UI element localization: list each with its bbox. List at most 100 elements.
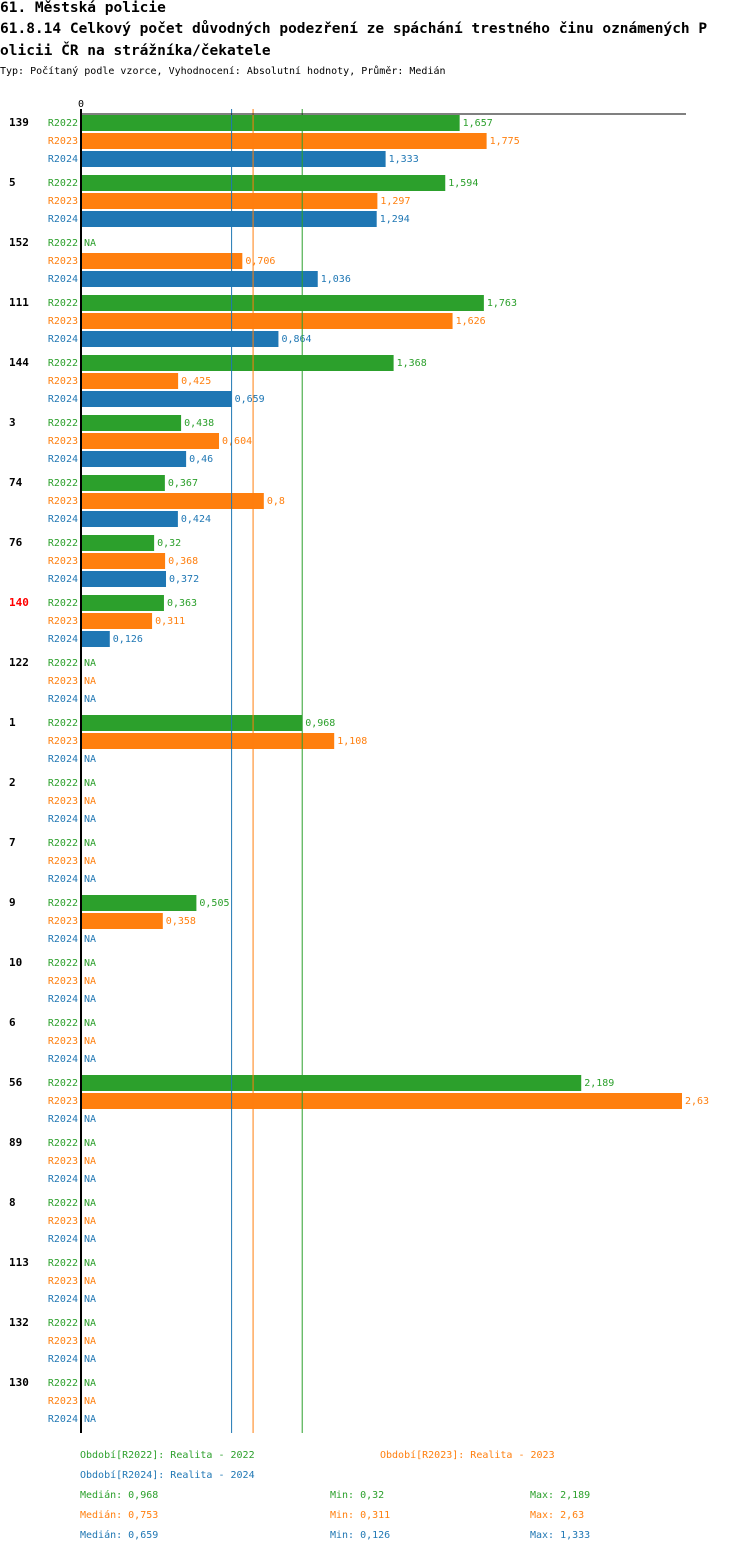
- series-label: R2022: [48, 1378, 78, 1389]
- series-label: R2022: [48, 178, 78, 189]
- series-label: R2022: [48, 298, 78, 309]
- data-label: 0,368: [168, 556, 198, 567]
- series-label: R2022: [48, 1258, 78, 1269]
- data-label: 1,368: [397, 358, 427, 369]
- data-label: 0,505: [199, 898, 229, 909]
- series-label: R2023: [48, 316, 78, 327]
- series-label: R2023: [48, 796, 78, 807]
- bar-r2022: [81, 1075, 582, 1091]
- na-label: NA: [84, 838, 96, 849]
- data-label: 0,604: [222, 436, 252, 447]
- bar-r2024: [81, 511, 178, 527]
- group-label: 10: [9, 956, 22, 969]
- bar-r2023: [81, 733, 335, 749]
- group-label: 76: [9, 536, 23, 549]
- bar-r2022: [81, 115, 460, 131]
- group-label: 144: [9, 356, 29, 369]
- series-label: R2024: [48, 154, 78, 165]
- series-label: R2022: [48, 1318, 78, 1329]
- data-label: 2,189: [584, 1078, 614, 1089]
- series-label: R2023: [48, 976, 78, 987]
- data-label: 0,425: [181, 376, 211, 387]
- data-label: 1,657: [463, 118, 493, 129]
- series-label: R2023: [48, 676, 78, 687]
- bar-r2023: [81, 433, 220, 449]
- series-label: R2023: [48, 1276, 78, 1287]
- series-label: R2023: [48, 916, 78, 927]
- bar-r2023: [81, 133, 487, 149]
- group-label: 74: [9, 476, 23, 489]
- series-label: R2022: [48, 358, 78, 369]
- series-label: R2023: [48, 736, 78, 747]
- group-label: 122: [9, 656, 29, 669]
- data-label: 1,108: [337, 736, 367, 747]
- na-label: NA: [84, 1276, 96, 1287]
- series-label: R2023: [48, 496, 78, 507]
- bar-r2022: [81, 355, 394, 371]
- bar-r2024: [81, 211, 377, 227]
- legend-period: Období[R2023]: Realita - 2023: [380, 1450, 555, 1461]
- group-label: 89: [9, 1136, 22, 1149]
- bar-r2023: [81, 613, 153, 629]
- na-label: NA: [84, 856, 96, 867]
- series-label: R2022: [48, 898, 78, 909]
- series-label: R2023: [48, 1336, 78, 1347]
- series-label: R2024: [48, 934, 78, 945]
- legend-median: Medián: 0,968: [80, 1490, 159, 1501]
- series-label: R2022: [48, 658, 78, 669]
- series-label: R2023: [48, 136, 78, 147]
- na-label: NA: [84, 238, 96, 249]
- legend-max: Max: 2,189: [530, 1490, 591, 1501]
- bar-r2023: [81, 553, 166, 569]
- group-label: 1: [9, 716, 16, 729]
- na-label: NA: [84, 1198, 96, 1209]
- na-label: NA: [84, 1036, 96, 1047]
- series-label: R2024: [48, 874, 78, 885]
- group-label: 7: [9, 836, 16, 849]
- bar-r2024: [81, 331, 279, 347]
- series-label: R2022: [48, 118, 78, 129]
- data-label: 1,333: [389, 154, 419, 165]
- series-label: R2024: [48, 754, 78, 765]
- data-label: 1,294: [380, 214, 410, 225]
- data-label: 0,438: [184, 418, 214, 429]
- data-label: 0,864: [281, 334, 311, 345]
- data-label: 0,367: [168, 478, 198, 489]
- series-label: R2024: [48, 814, 78, 825]
- series-label: R2022: [48, 778, 78, 789]
- bar-r2023: [81, 253, 243, 269]
- na-label: NA: [84, 694, 96, 705]
- group-label: 130: [9, 1376, 29, 1389]
- series-label: R2024: [48, 634, 78, 645]
- bar-r2022: [81, 415, 182, 431]
- bar-r2024: [81, 631, 110, 647]
- series-label: R2022: [48, 958, 78, 969]
- series-label: R2023: [48, 1396, 78, 1407]
- data-label: 1,626: [456, 316, 486, 327]
- axis-zero-label: 0: [78, 99, 84, 110]
- data-label: 0,659: [235, 394, 265, 405]
- na-label: NA: [84, 1114, 96, 1125]
- series-label: R2023: [48, 1156, 78, 1167]
- series-label: R2022: [48, 1018, 78, 1029]
- group-label: 113: [9, 1256, 29, 1269]
- data-label: 0,126: [113, 634, 143, 645]
- na-label: NA: [84, 1414, 96, 1425]
- legend-period: Období[R2024]: Realita - 2024: [80, 1470, 255, 1481]
- na-label: NA: [84, 1336, 96, 1347]
- series-label: R2024: [48, 334, 78, 345]
- na-label: NA: [84, 1156, 96, 1167]
- group-label: 132: [9, 1316, 29, 1329]
- series-label: R2024: [48, 1354, 78, 1365]
- series-label: R2024: [48, 1294, 78, 1305]
- na-label: NA: [84, 1018, 96, 1029]
- series-label: R2023: [48, 1216, 78, 1227]
- bar-r2022: [81, 175, 446, 191]
- group-label: 111: [9, 296, 29, 309]
- na-label: NA: [84, 1378, 96, 1389]
- bar-r2023: [81, 913, 163, 929]
- series-label: R2024: [48, 574, 78, 585]
- series-label: R2024: [48, 394, 78, 405]
- group-label: 6: [9, 1016, 16, 1029]
